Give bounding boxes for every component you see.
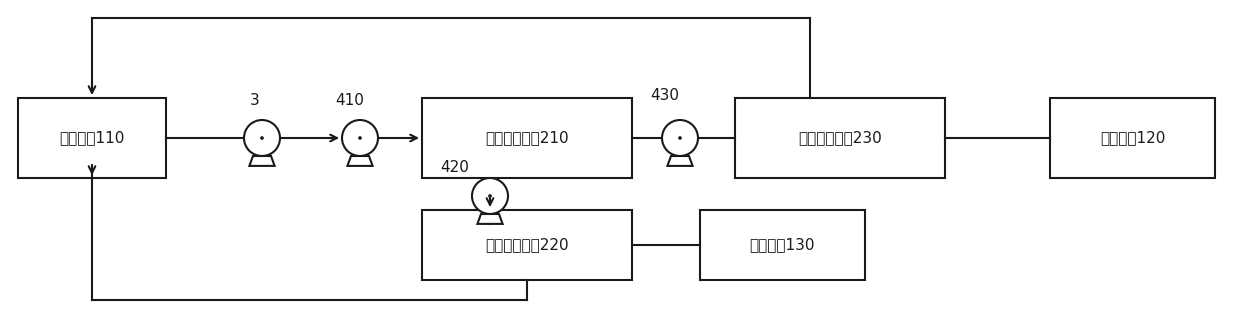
Text: 430: 430 (651, 88, 680, 103)
Bar (735, 98, 945, 178)
Text: 浓水储罐130: 浓水储罐130 (750, 238, 815, 252)
Circle shape (678, 136, 682, 139)
Circle shape (358, 136, 361, 139)
Text: 产水储罐120: 产水储罐120 (1100, 130, 1166, 146)
Polygon shape (249, 156, 274, 166)
Circle shape (489, 195, 491, 197)
Bar (422, 210, 632, 280)
Bar (701, 210, 866, 280)
Text: 410: 410 (336, 93, 365, 108)
Polygon shape (477, 214, 502, 224)
Bar (422, 98, 632, 178)
Text: 二级处理装置220: 二级处理装置220 (485, 238, 569, 252)
Polygon shape (667, 156, 693, 166)
Polygon shape (347, 156, 372, 166)
Text: 420: 420 (440, 160, 470, 175)
Text: 3: 3 (250, 93, 260, 108)
Text: 一级处理装置210: 一级处理装置210 (485, 130, 569, 146)
Circle shape (472, 178, 508, 214)
Circle shape (244, 120, 280, 156)
Bar (19, 98, 166, 178)
Circle shape (260, 136, 263, 139)
Bar (1050, 98, 1215, 178)
Circle shape (662, 120, 698, 156)
Circle shape (342, 120, 378, 156)
Text: 三级处理装置230: 三级处理装置230 (799, 130, 882, 146)
Text: 原水储罐110: 原水储罐110 (60, 130, 125, 146)
